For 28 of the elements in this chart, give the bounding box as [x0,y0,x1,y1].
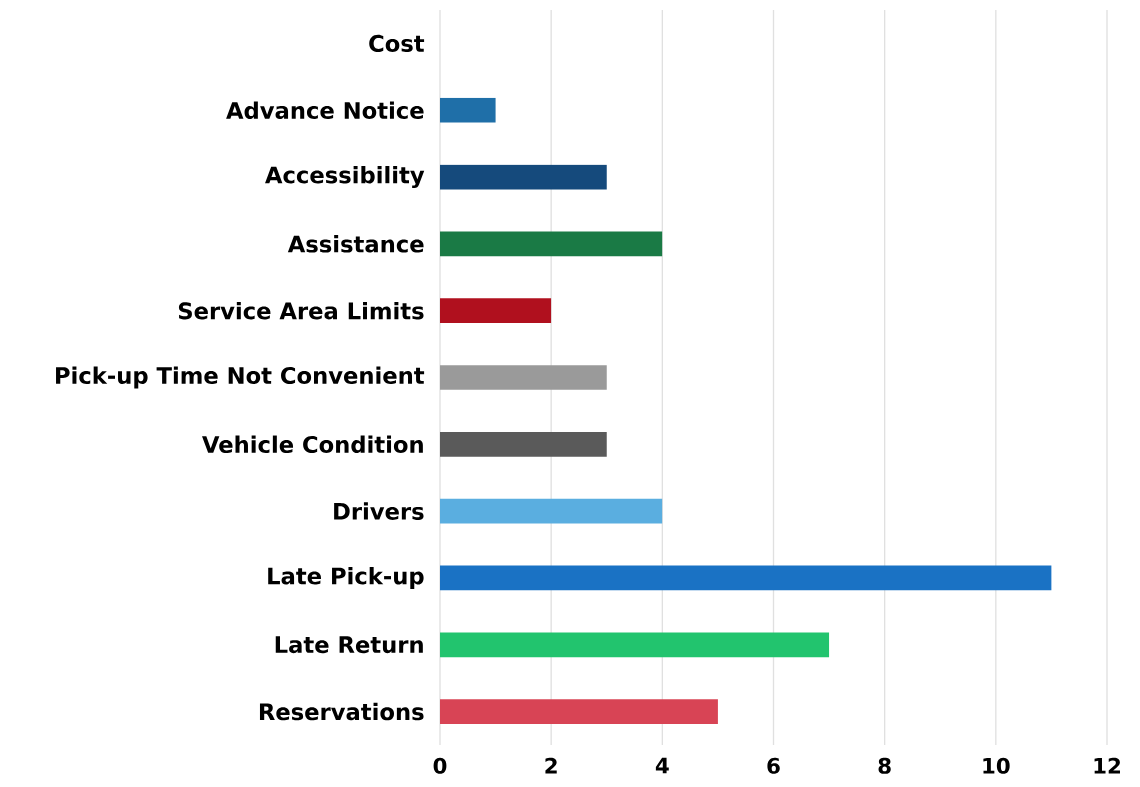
x-tick-label: 10 [983,757,1010,774]
y-tick-label: Assistance [287,235,424,253]
y-tick-label: Late Return [275,636,423,654]
bar [440,164,607,190]
y-tick-label: Drivers [334,502,424,520]
y-tick-label: Vehicle Condition [202,435,423,454]
bar [440,298,552,324]
y-tick-label: Advance Notice [226,101,424,119]
bar [440,699,718,724]
x-tick-label: 0 [433,757,447,774]
bar [440,231,663,257]
y-tick-label: Cost [369,34,425,52]
x-tick-label: 12 [1094,757,1120,774]
x-tick-label: 8 [878,757,891,774]
bar [440,97,496,123]
y-tick-label: Pick-up Time Not Convenient [56,366,425,389]
bar [440,632,830,658]
x-tick-label: 6 [767,757,780,774]
bar [440,431,607,457]
y-tick-label: Service Area Limits [178,301,424,320]
bar [440,565,1052,591]
x-tick-label: 4 [655,757,669,774]
y-tick-label: Reservations [259,702,424,721]
x-tick-label: 2 [545,757,557,774]
bar [440,498,663,524]
y-tick-label: Late Pick-up [268,566,424,589]
bar [440,365,607,390]
y-tick-label: Accessibility [265,165,425,189]
